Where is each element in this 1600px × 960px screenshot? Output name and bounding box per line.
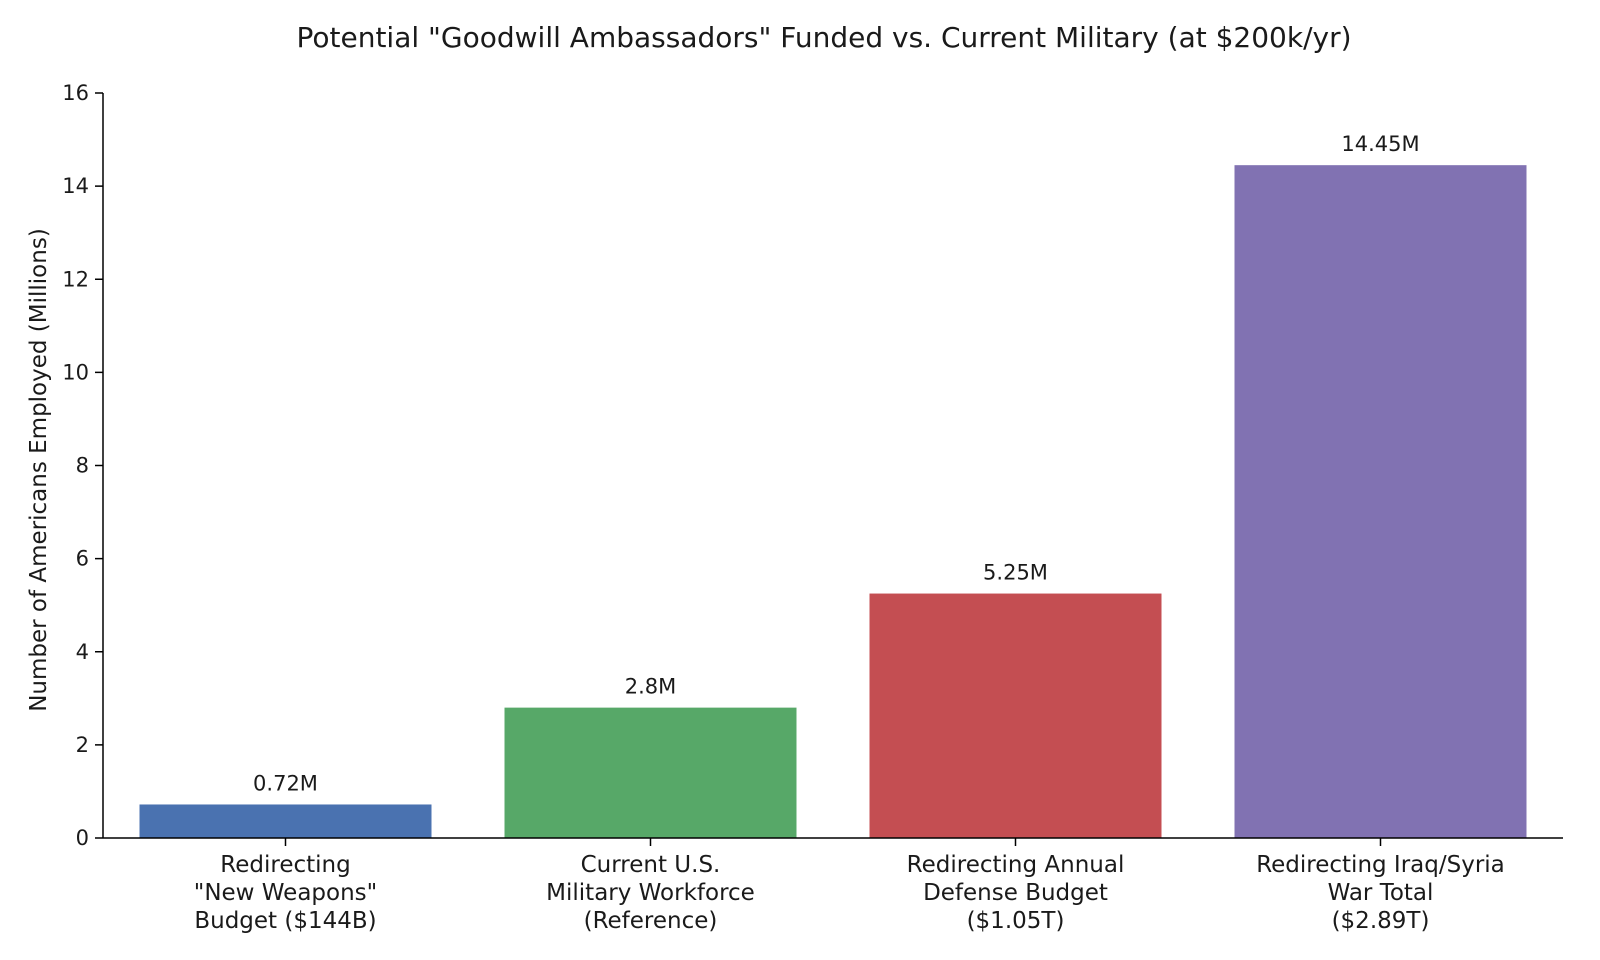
chart-title: Potential "Goodwill Ambassadors" Funded …	[296, 21, 1351, 54]
y-tick-label: 0	[76, 826, 89, 850]
x-category-label: Current U.S. Military Workforce (Reference…	[546, 852, 755, 934]
y-tick-label: 12	[62, 267, 89, 291]
y-tick-label: 16	[62, 81, 89, 105]
x-axis-ticks: Redirecting "New Weapons" Budget ($144B) Cu…	[194, 838, 1505, 934]
bar	[1234, 165, 1527, 838]
value-labels-group: 0.72M 2.8M 5.25M 14.45M	[253, 132, 1420, 795]
bar	[139, 804, 432, 838]
bars-group	[139, 165, 1527, 838]
bar	[869, 593, 1162, 838]
x-category-label: Redirecting "New Weapons" Budget ($144B)	[194, 852, 378, 934]
bar-value-label: 0.72M	[253, 771, 318, 795]
y-tick-label: 6	[76, 547, 89, 571]
x-category-label: Redirecting Annual Defense Budget ($1.05T)	[907, 852, 1125, 934]
y-tick-label: 10	[62, 360, 89, 384]
y-axis-label: Number of Americans Employed (Millions)	[26, 228, 52, 712]
bar-value-label: 5.25M	[983, 561, 1048, 585]
y-tick-label: 4	[76, 640, 89, 664]
bar-value-label: 14.45M	[1341, 132, 1419, 156]
y-tick-label: 8	[76, 454, 89, 478]
y-tick-label: 14	[62, 174, 89, 198]
y-axis-ticks: 0 2 4 6 8 10 12 14 16	[62, 81, 103, 850]
x-category-label: Redirecting Iraq/Syria War Total ($2.89T)	[1256, 852, 1505, 934]
bar	[504, 707, 797, 838]
bar-value-label: 2.8M	[625, 675, 677, 699]
y-tick-label: 2	[76, 733, 89, 757]
